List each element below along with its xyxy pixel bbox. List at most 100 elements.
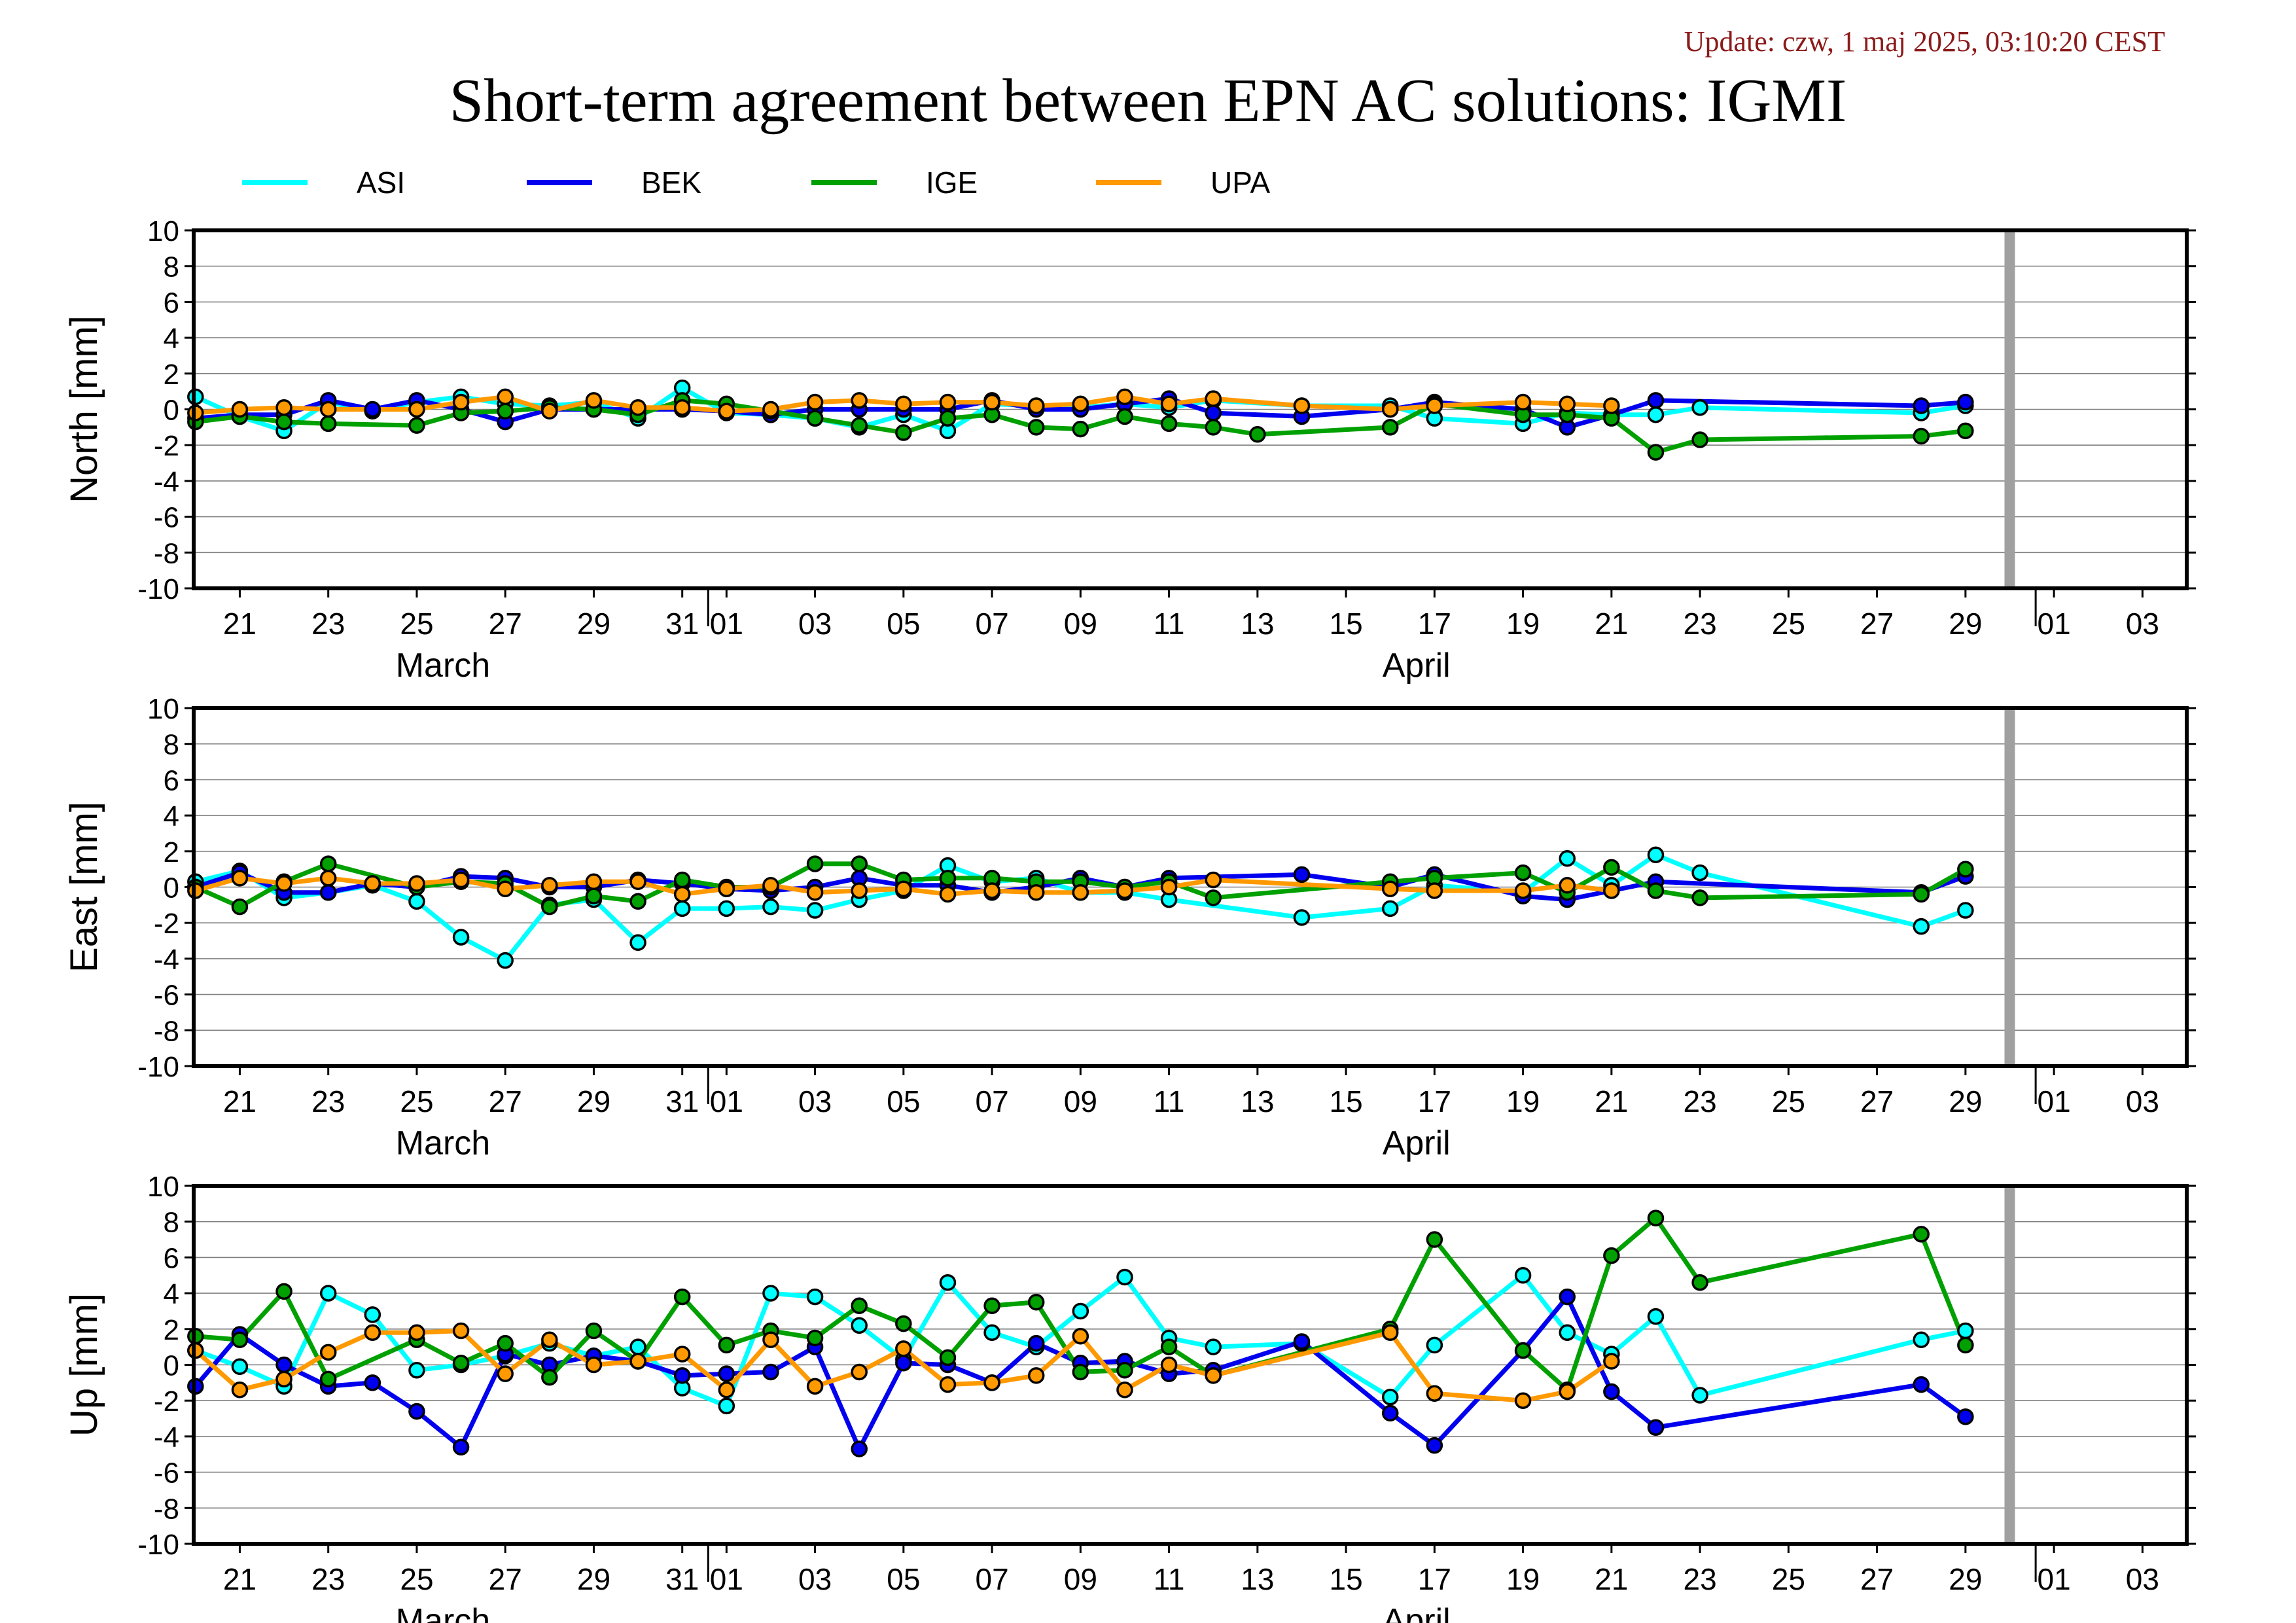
data-point-asi — [1514, 1267, 1532, 1284]
data-point-upa — [497, 1365, 514, 1382]
data-point-asi — [1691, 399, 1708, 416]
data-point-ige — [851, 417, 868, 434]
data-point-upa — [1293, 397, 1311, 414]
x-tick-label: 03 — [2126, 1084, 2159, 1118]
data-point-bek — [1205, 404, 1222, 421]
plot-frame — [192, 706, 2189, 1068]
x-tick-label: 17 — [1418, 1562, 1451, 1596]
data-point-upa — [851, 1363, 868, 1381]
x-tick-label: 23 — [311, 607, 345, 641]
data-point-upa — [1381, 880, 1399, 897]
data-point-upa — [408, 401, 425, 418]
month-label: March — [396, 647, 490, 685]
data-point-upa — [541, 877, 558, 894]
y-tick-label: -2 — [154, 430, 179, 462]
data-point-asi — [1072, 1302, 1089, 1320]
data-point-upa — [895, 1340, 912, 1357]
y-tick-label: -10 — [137, 1529, 179, 1561]
data-point-upa — [1116, 1382, 1133, 1399]
data-point-upa — [364, 875, 381, 892]
data-point-upa — [497, 388, 514, 406]
x-tick-label: 21 — [1595, 1562, 1628, 1596]
data-point-ige — [939, 1349, 957, 1366]
x-tick-label: 31 — [665, 607, 699, 641]
x-tick-label: 11 — [1154, 1562, 1185, 1596]
data-point-upa — [762, 401, 779, 418]
data-point-ige — [673, 1288, 691, 1306]
series-line-asi — [194, 1273, 1966, 1408]
x-tick-label: 25 — [1772, 1562, 1805, 1596]
data-point-upa — [1381, 1324, 1399, 1342]
data-point-ige — [1072, 1363, 1089, 1381]
data-point-ige — [806, 1329, 824, 1347]
data-point-asi — [1381, 900, 1399, 918]
panel-3: 10 86 4 2 0-2-4-6 -8 -10 Up [mm] 21 23 25 27 29 31 01 0… — [63, 1171, 2196, 1623]
data-point-bek — [851, 1440, 868, 1457]
x-tick-label: 27 — [489, 1562, 522, 1596]
data-point-ige — [1160, 1338, 1178, 1355]
x-tick-label: 19 — [1506, 1084, 1540, 1118]
data-point-upa — [585, 1356, 603, 1374]
data-point-bek — [1381, 1404, 1399, 1422]
x-tick-label: 07 — [976, 607, 1009, 641]
data-point-ige — [408, 417, 425, 434]
x-tick-label: 23 — [311, 1562, 345, 1596]
data-point-ige — [497, 1334, 514, 1352]
data-point-upa — [718, 880, 735, 897]
x-tick-label: 27 — [1860, 607, 1894, 641]
data-point-asi — [1647, 1308, 1665, 1325]
data-point-ige — [1381, 419, 1399, 436]
y-axis-label: Up [mm] — [63, 1293, 105, 1436]
data-point-upa — [673, 1346, 691, 1363]
data-point-upa — [452, 871, 470, 889]
data-point-ige — [1957, 422, 1974, 440]
legend-item-bek: BEK — [527, 166, 701, 200]
x-tick-label: 27 — [489, 1084, 522, 1118]
y-axis-label: North [mm] — [63, 315, 105, 503]
x-tick-label: 07 — [976, 1562, 1009, 1596]
data-point-bek — [1426, 1436, 1443, 1454]
data-point-upa — [1027, 397, 1045, 414]
y-tick-label: 2 — [164, 1314, 179, 1346]
x-tick-label: 09 — [1064, 607, 1097, 641]
x-tick-label: 03 — [2126, 607, 2159, 641]
data-point-asi — [762, 898, 779, 916]
data-point-ige — [1913, 885, 1930, 903]
data-point-ige — [231, 1331, 249, 1348]
data-point-bek — [1647, 392, 1665, 409]
data-point-ige — [275, 1283, 292, 1300]
data-point-ige — [851, 855, 868, 872]
x-tick-label: 01 — [710, 607, 743, 641]
data-point-asi — [806, 1288, 824, 1306]
data-point-ige — [895, 1315, 912, 1332]
data-point-upa — [452, 393, 470, 411]
y-tick-label: -4 — [154, 1421, 179, 1454]
x-tick-label: 27 — [1860, 1084, 1894, 1118]
panel-1: 10 8 6 4 2 0-2 -4 -6-8 -10 North [mm] 21 23 25 27 29 31… — [63, 215, 2196, 685]
data-point-ige — [1116, 1361, 1133, 1379]
data-point-upa — [585, 392, 603, 409]
x-tick-label: 01 — [710, 1562, 743, 1596]
month-label: April — [1383, 647, 1451, 685]
y-tick-label: 8 — [164, 729, 179, 761]
x-tick-label: 27 — [1860, 1562, 1894, 1596]
data-point-asi — [364, 1306, 381, 1323]
data-point-upa — [1205, 871, 1222, 889]
data-point-ige — [851, 1297, 868, 1314]
data-point-bek — [1647, 1419, 1665, 1436]
data-point-asi — [1205, 1338, 1222, 1355]
x-tick-label: 21 — [1595, 607, 1628, 641]
x-tick-label: 03 — [798, 1084, 832, 1118]
data-point-asi — [1957, 1322, 1974, 1340]
data-point-upa — [1027, 883, 1045, 901]
data-point-upa — [1426, 397, 1443, 414]
data-point-upa — [1426, 882, 1443, 899]
data-point-upa — [806, 1378, 824, 1395]
data-point-asi — [1691, 864, 1708, 882]
data-point-upa — [319, 1344, 337, 1361]
data-point-bek — [452, 1438, 470, 1456]
x-tick-label: 23 — [1684, 1562, 1717, 1596]
data-point-upa — [1116, 388, 1133, 406]
data-point-asi — [319, 1285, 337, 1302]
data-point-ige — [275, 413, 292, 431]
